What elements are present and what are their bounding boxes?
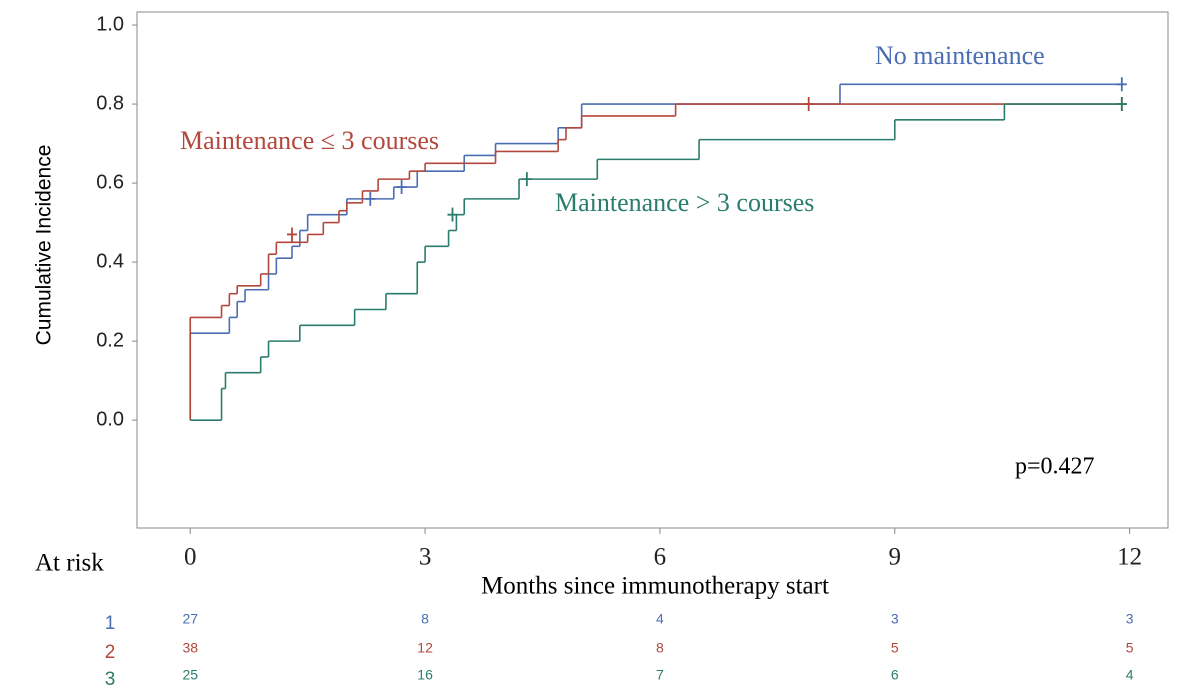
- x-axis-title: Months since immunotherapy start: [481, 573, 829, 600]
- y-tick-label: 0.8: [96, 92, 124, 114]
- censor-mark: [396, 180, 407, 195]
- risk-count: 3: [1126, 611, 1134, 627]
- y-tick-label: 0.6: [96, 171, 124, 193]
- y-tick-label: 0.4: [96, 250, 124, 272]
- risk-count: 3: [891, 611, 899, 627]
- risk-table-label: At risk: [35, 550, 104, 577]
- y-axis-title: Cumulative Incidence: [33, 145, 56, 346]
- series-label: Maintenance > 3 courses: [555, 188, 814, 217]
- series-label: Maintenance ≤ 3 courses: [180, 126, 439, 155]
- risk-count: 4: [1126, 667, 1134, 683]
- censor-mark: [447, 207, 458, 222]
- risk-count: 25: [182, 667, 198, 683]
- x-tick-label: 3: [419, 544, 432, 571]
- risk-count: 4: [656, 611, 664, 627]
- p-value: p=0.427: [1015, 454, 1095, 480]
- risk-count: 38: [182, 640, 198, 656]
- risk-count: 8: [421, 611, 429, 627]
- censor-mark: [803, 97, 814, 112]
- x-tick-label: 6: [654, 544, 667, 571]
- risk-count: 6: [891, 667, 899, 683]
- censor-mark: [287, 227, 298, 242]
- risk-count: 12: [417, 640, 433, 656]
- risk-count: 7: [656, 667, 664, 683]
- risk-count: 16: [417, 667, 433, 683]
- risk-row-label: 2: [105, 642, 116, 663]
- y-tick-label: 0.2: [96, 329, 124, 351]
- risk-count: 27: [182, 611, 198, 627]
- risk-count: 5: [891, 640, 899, 656]
- risk-count: 5: [1126, 640, 1134, 656]
- censor-mark: [1116, 77, 1127, 92]
- x-tick-label: 9: [889, 544, 902, 571]
- y-tick-label: 0.0: [96, 408, 124, 430]
- risk-count: 8: [656, 640, 664, 656]
- risk-row-label: 1: [105, 613, 116, 634]
- censor-mark: [521, 172, 532, 187]
- risk-row-label: 3: [105, 669, 116, 690]
- censor-mark: [365, 191, 376, 206]
- y-tick-label: 1.0: [96, 13, 124, 35]
- plot-frame: [136, 11, 1169, 529]
- series-label: No maintenance: [875, 41, 1045, 70]
- x-tick-label: 0: [184, 544, 197, 571]
- x-tick-label: 12: [1117, 544, 1142, 571]
- censor-mark: [1116, 97, 1127, 112]
